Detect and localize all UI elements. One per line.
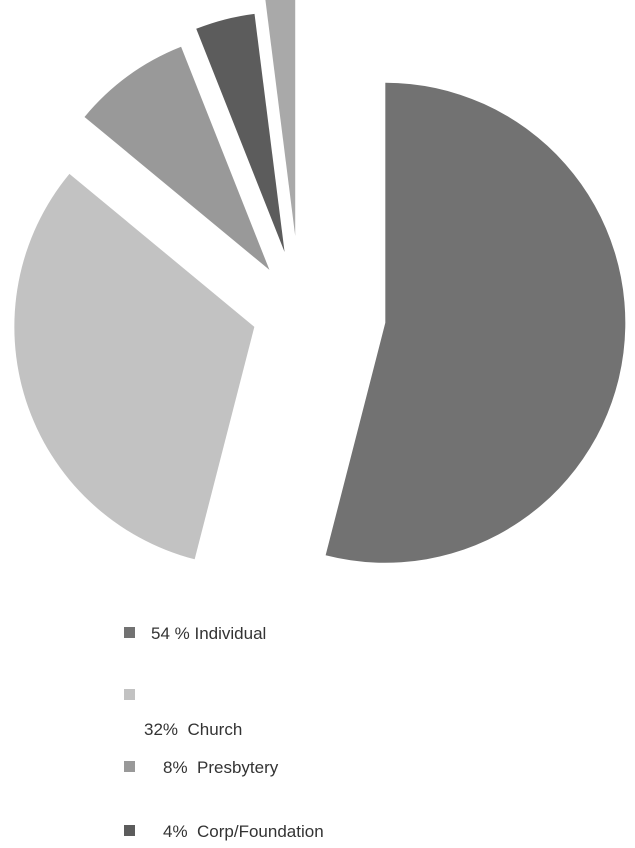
legend-swatch-corp-foundation (124, 825, 135, 836)
legend-label-individual: 54 % Individual (151, 624, 266, 644)
slice-church (14, 174, 254, 559)
legend-label-church: 32% Church (144, 720, 242, 740)
legend-swatch-church (124, 689, 135, 700)
legend-swatch-presbytery (124, 761, 135, 772)
slice-individual (326, 83, 626, 563)
pie-chart (0, 0, 635, 600)
legend-swatch-individual (124, 627, 135, 638)
legend-label-presbytery: 8% Presbytery (163, 758, 278, 778)
legend-label-corp-foundation: 4% Corp/Foundation (163, 822, 324, 842)
